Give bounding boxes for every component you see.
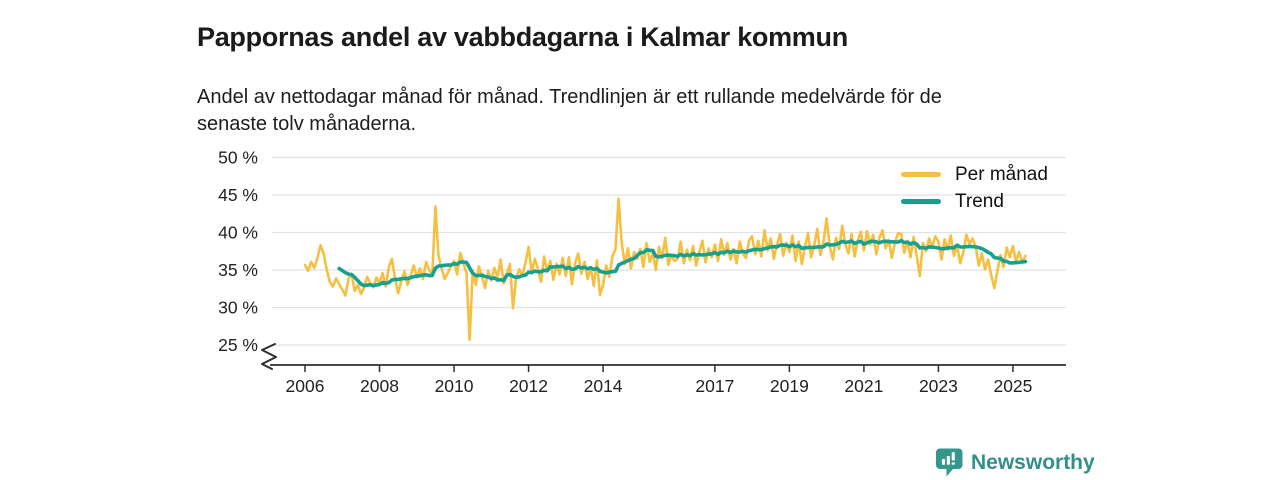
x-tick-label-2021: 2021 <box>844 376 883 396</box>
chart-subtitle-line2: senaste tolv månaderna. <box>197 113 417 135</box>
legend-swatch-trend <box>901 199 941 204</box>
series-trend <box>337 238 1028 288</box>
legend-item-trend: Trend <box>901 188 1048 215</box>
x-tick-label-2019: 2019 <box>770 376 809 396</box>
y-tick-label-40: 40 % <box>218 223 258 243</box>
y-tick-label-45: 45 % <box>218 185 258 205</box>
y-tick-label-25: 25 % <box>218 335 258 355</box>
newsworthy-brand: Newsworthy <box>936 448 1095 477</box>
legend-item-per-manad: Per månad <box>901 161 1048 188</box>
series-per-manad <box>303 197 1027 342</box>
newsworthy-logo-text: Newsworthy <box>971 450 1095 474</box>
x-tick-label-2014: 2014 <box>584 376 623 396</box>
y-axis-break-icon <box>261 343 277 370</box>
legend-swatch-per-manad <box>901 172 941 177</box>
chart-legend: Per månad Trend <box>901 161 1048 215</box>
chart-title: Pappornas andel av vabbdagarna i Kalmar … <box>197 22 848 53</box>
chart-subtitle-line1: Andel av nettodagar månad för månad. Tre… <box>197 86 942 108</box>
newsworthy-logo-icon <box>936 448 963 477</box>
x-tick-label-2025: 2025 <box>993 376 1032 396</box>
y-tick-label-30: 30 % <box>218 298 258 318</box>
x-tick-label-2008: 2008 <box>360 376 399 396</box>
y-tick-label-35: 35 % <box>218 260 258 280</box>
x-tick-label-2010: 2010 <box>435 376 474 396</box>
y-tick-label-50: 50 % <box>218 148 258 168</box>
x-tick-label-2006: 2006 <box>286 376 325 396</box>
x-tick-label-2012: 2012 <box>509 376 548 396</box>
x-tick-label-2017: 2017 <box>695 376 734 396</box>
legend-label-trend: Trend <box>955 190 1004 212</box>
x-tick-label-2023: 2023 <box>919 376 958 396</box>
legend-label-per-manad: Per månad <box>955 163 1048 185</box>
chart-subtitle: Andel av nettodagar månad för månad. Tre… <box>197 84 942 138</box>
